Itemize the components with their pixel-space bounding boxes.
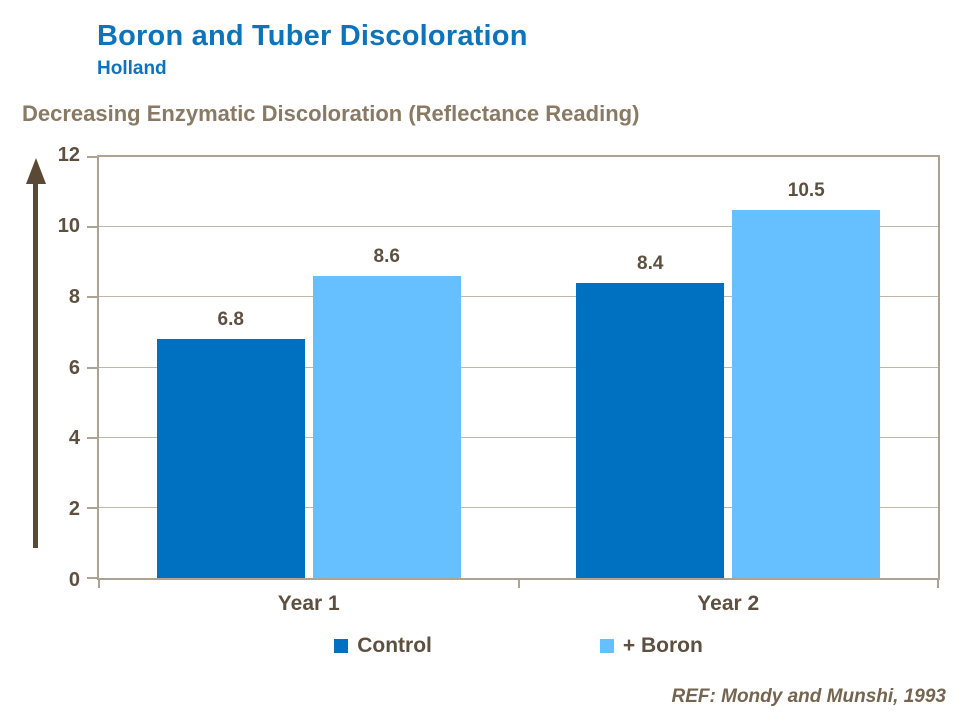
y-tick-label-4: 4	[68, 427, 80, 450]
bar-value-label: 8.4	[637, 253, 664, 275]
y-tick-label-10: 10	[57, 214, 80, 237]
y-tick-mark-0	[87, 577, 97, 579]
y-axis-labels: 0 2 4 6 8 10 12	[0, 144, 80, 591]
x-tick-mark-0	[98, 580, 100, 588]
legend-entry-control: Control	[334, 634, 432, 658]
legend-label-boron: + Boron	[622, 634, 703, 657]
gridline-4	[99, 436, 938, 438]
y-tick-mark-8	[87, 296, 97, 299]
y-tick-label-2: 2	[68, 498, 80, 521]
gridline-6	[99, 366, 938, 368]
bar-control-year-1	[156, 339, 305, 578]
x-tick-mark-2	[937, 580, 939, 588]
bar-value-label: 10.5	[787, 179, 825, 201]
y-tick-mark-2	[87, 506, 97, 509]
gridline-10	[99, 226, 938, 228]
y-tick-mark-10	[87, 226, 97, 229]
reference-text: REF: Mondy and Munshi, 1993	[671, 686, 946, 707]
plot-area: 6.8 8.6 Year 1 8.4 10.5 Year 2	[87, 155, 940, 615]
y-tick-mark-12	[87, 156, 97, 158]
slide-subtitle: Holland	[97, 58, 167, 79]
gridline-8	[99, 296, 938, 298]
y-tick-mark-6	[87, 366, 97, 369]
x-axis-label-year-1: Year 1	[277, 592, 340, 615]
bar-control-year-2	[576, 283, 725, 578]
chart-title: Decreasing Enzymatic Discoloration (Refl…	[22, 101, 640, 126]
bar-value-label: 8.6	[373, 246, 400, 268]
bar-boron-year-2	[732, 209, 881, 578]
y-axis-up-arrow-shaft	[33, 182, 38, 548]
y-tick-label-8: 8	[68, 285, 80, 308]
x-axis-label-year-2: Year 2	[697, 592, 760, 615]
gridline-2	[99, 506, 938, 508]
y-axis-up-arrow-icon	[26, 158, 46, 184]
legend-label-control: Control	[357, 634, 432, 657]
legend-swatch-control	[334, 639, 349, 653]
chart-legend: Control + Boron	[97, 634, 940, 658]
legend-entry-boron: + Boron	[599, 634, 703, 658]
bar-boron-year-1	[312, 276, 461, 578]
slide-title: Boron and Tuber Discoloration	[97, 20, 528, 52]
legend-swatch-boron	[599, 639, 614, 653]
x-tick-mark-1	[517, 580, 520, 588]
y-tick-label-12: 12	[57, 144, 80, 166]
y-tick-label-0: 0	[68, 569, 80, 591]
y-tick-mark-4	[87, 436, 97, 439]
y-tick-label-6: 6	[68, 356, 80, 379]
bar-value-label: 6.8	[217, 309, 244, 331]
